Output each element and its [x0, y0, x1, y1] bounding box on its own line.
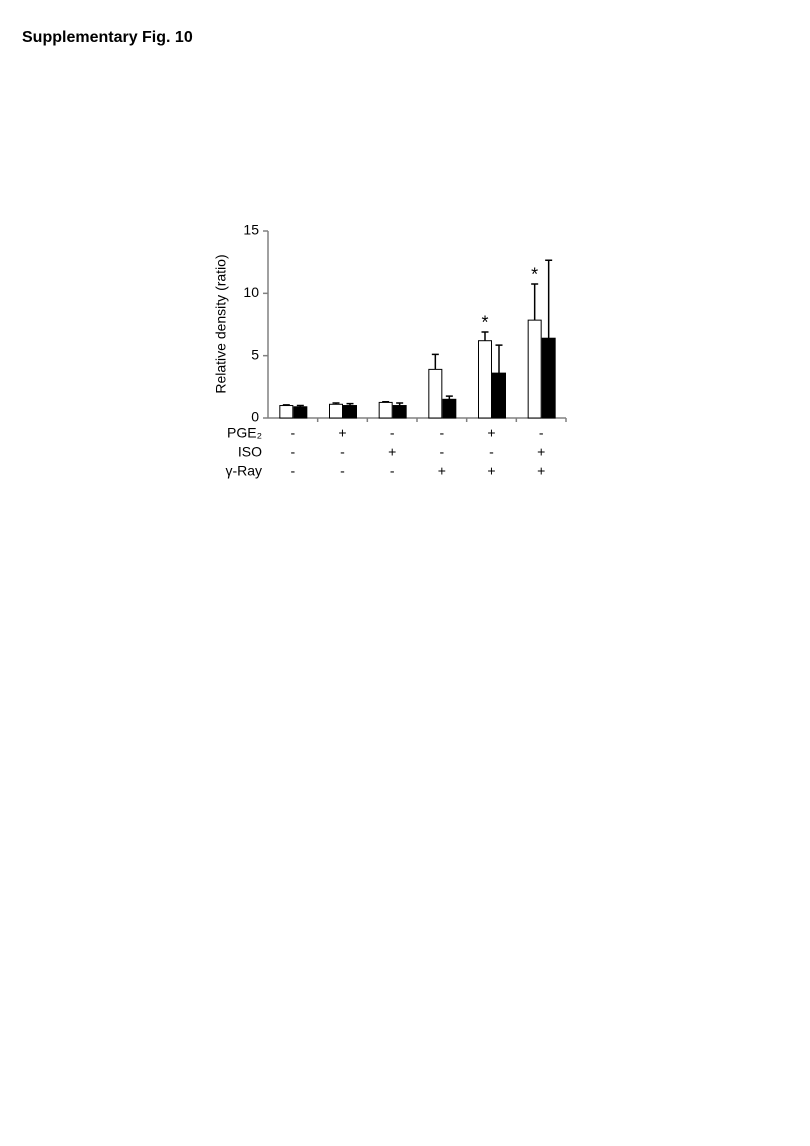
- bar: [478, 340, 492, 419]
- error-bar: [282, 404, 290, 406]
- error-bar: [545, 259, 553, 339]
- condition-sign: -: [290, 463, 295, 479]
- error-bar: [296, 404, 304, 407]
- y-tick-label: 10: [243, 284, 259, 300]
- condition-label: PGE₂: [227, 425, 262, 441]
- condition-sign: -: [489, 444, 494, 460]
- condition-sign: -: [439, 425, 444, 441]
- condition-sign: +: [537, 444, 545, 460]
- y-tick-label: 5: [251, 346, 259, 362]
- condition-label: ISO: [238, 444, 262, 460]
- condition-sign: +: [487, 425, 495, 441]
- condition-sign: -: [340, 444, 345, 460]
- y-tick-label: 15: [243, 222, 259, 238]
- condition-sign: -: [539, 425, 544, 441]
- condition-sign: -: [290, 444, 295, 460]
- significance-mark: *: [481, 313, 488, 333]
- figure-label: Supplementary Fig. 10: [22, 29, 193, 46]
- condition-sign: -: [439, 444, 444, 460]
- condition-sign: -: [390, 425, 395, 441]
- bar: [343, 405, 357, 419]
- y-axis-label: Relative density (ratio): [213, 254, 229, 393]
- condition-sign: +: [487, 463, 495, 479]
- error-bar: [431, 353, 439, 370]
- bar: [541, 337, 556, 419]
- condition-sign: -: [340, 463, 345, 479]
- condition-sign: +: [338, 425, 346, 441]
- condition-sign: -: [390, 463, 395, 479]
- y-tick-label: 0: [251, 409, 259, 425]
- error-bar: [332, 402, 340, 405]
- bar: [527, 319, 542, 419]
- condition-sign: +: [537, 463, 545, 479]
- bar: [279, 405, 294, 419]
- significance-mark: *: [531, 265, 538, 285]
- bar: [442, 398, 457, 419]
- bar: [329, 403, 343, 419]
- bar: [392, 405, 407, 419]
- condition-sign: +: [388, 444, 396, 460]
- bar: [428, 368, 443, 419]
- error-bar: [531, 283, 539, 321]
- error-bar: [495, 344, 503, 374]
- condition-sign: +: [438, 463, 446, 479]
- error-bar: [445, 395, 453, 400]
- condition-label: γ-Ray: [225, 463, 262, 479]
- error-bar: [346, 402, 354, 406]
- error-bar: [396, 402, 404, 406]
- condition-sign: -: [290, 425, 295, 441]
- bar: [293, 406, 308, 419]
- error-bar: [382, 401, 390, 403]
- error-bar: [481, 331, 489, 341]
- bar: [492, 372, 506, 419]
- bar: [378, 401, 393, 419]
